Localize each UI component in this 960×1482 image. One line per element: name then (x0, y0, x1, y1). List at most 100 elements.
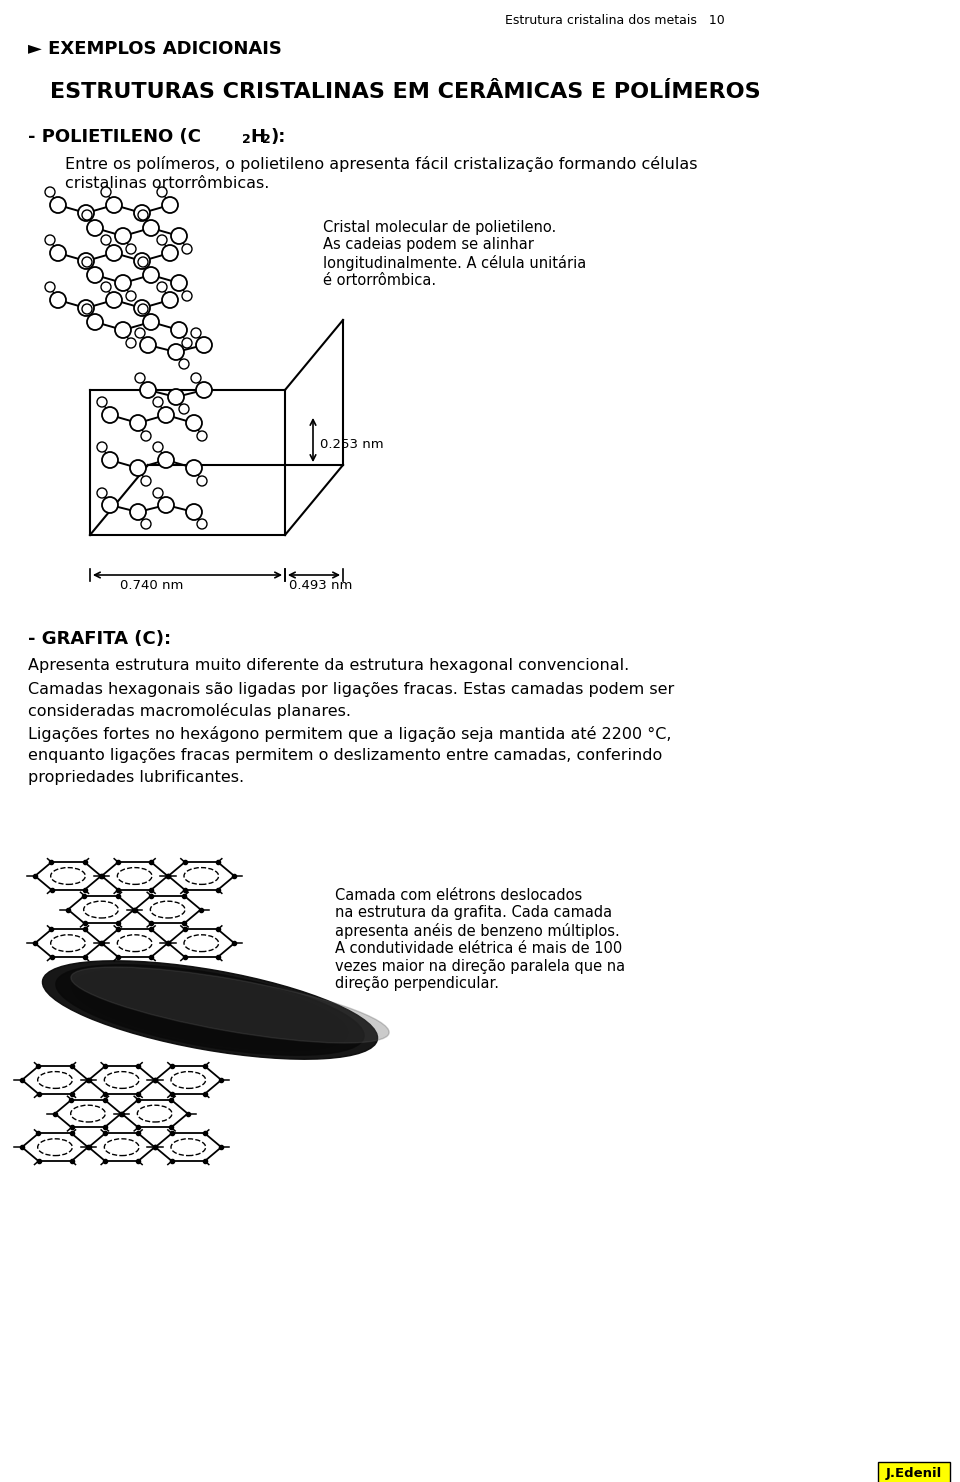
Circle shape (82, 256, 92, 267)
Circle shape (102, 408, 118, 422)
Circle shape (134, 253, 150, 270)
Circle shape (162, 292, 178, 308)
Circle shape (97, 397, 107, 408)
Circle shape (78, 299, 94, 316)
Circle shape (97, 488, 107, 498)
Circle shape (102, 496, 118, 513)
Circle shape (106, 245, 122, 261)
Circle shape (82, 304, 92, 314)
Circle shape (138, 304, 148, 314)
Circle shape (135, 328, 145, 338)
Text: Entre os polímeros, o polietileno apresenta fácil cristalização formando células: Entre os polímeros, o polietileno aprese… (65, 156, 698, 172)
Circle shape (45, 187, 55, 197)
Circle shape (168, 344, 184, 360)
Circle shape (143, 219, 159, 236)
Circle shape (171, 276, 187, 290)
Text: Estrutura cristalina dos metais   10: Estrutura cristalina dos metais 10 (505, 13, 725, 27)
Circle shape (182, 245, 192, 253)
Circle shape (87, 219, 103, 236)
Circle shape (138, 210, 148, 219)
Circle shape (126, 338, 136, 348)
Text: - POLIETILENO (C: - POLIETILENO (C (28, 127, 201, 147)
Text: J.Edenil: J.Edenil (886, 1467, 942, 1479)
Text: Camadas hexagonais são ligadas por ligações fracas. Estas camadas podem ser: Camadas hexagonais são ligadas por ligaç… (28, 682, 674, 697)
Text: Ligações fortes no hexágono permitem que a ligação seja mantida até 2200 °C,: Ligações fortes no hexágono permitem que… (28, 726, 671, 742)
Circle shape (78, 253, 94, 270)
Circle shape (145, 316, 155, 326)
Circle shape (89, 221, 99, 231)
Circle shape (162, 245, 178, 261)
FancyBboxPatch shape (878, 1463, 950, 1482)
Circle shape (197, 431, 207, 442)
Circle shape (153, 442, 163, 452)
Text: 0.493 nm: 0.493 nm (289, 579, 352, 591)
Ellipse shape (73, 969, 348, 1051)
Circle shape (141, 431, 151, 442)
Text: enquanto ligações fracas permitem o deslizamento entre camadas, conferindo: enquanto ligações fracas permitem o desl… (28, 748, 662, 763)
Circle shape (153, 488, 163, 498)
Circle shape (162, 197, 178, 213)
Circle shape (182, 338, 192, 348)
Text: H: H (250, 127, 265, 147)
Text: ESTRUTURAS CRISTALINAS EM CERÂMICAS E POLÍMEROS: ESTRUTURAS CRISTALINAS EM CERÂMICAS E PO… (50, 82, 760, 102)
Circle shape (171, 322, 187, 338)
Circle shape (186, 459, 202, 476)
Text: 0.253 nm: 0.253 nm (320, 439, 384, 452)
Text: Apresenta estrutura muito diferente da estrutura hexagonal convencional.: Apresenta estrutura muito diferente da e… (28, 658, 629, 673)
Ellipse shape (56, 965, 364, 1055)
Circle shape (141, 476, 151, 486)
Circle shape (101, 236, 111, 245)
Circle shape (158, 452, 174, 468)
Circle shape (130, 459, 146, 476)
Text: ► EXEMPLOS ADICIONAIS: ► EXEMPLOS ADICIONAIS (28, 40, 282, 58)
Text: Cristal molecular de polietileno.
As cadeias podem se alinhar
longitudinalmente.: Cristal molecular de polietileno. As cad… (323, 219, 587, 289)
Circle shape (196, 336, 212, 353)
Circle shape (186, 415, 202, 431)
Circle shape (145, 221, 155, 231)
Circle shape (101, 187, 111, 197)
Circle shape (101, 282, 111, 292)
Circle shape (186, 504, 202, 520)
Circle shape (157, 187, 167, 197)
Circle shape (168, 388, 184, 405)
Circle shape (171, 228, 187, 245)
Circle shape (102, 452, 118, 468)
Circle shape (140, 382, 156, 399)
Circle shape (126, 290, 136, 301)
Text: 2: 2 (242, 133, 251, 147)
Circle shape (45, 236, 55, 245)
Text: propriedades lubrificantes.: propriedades lubrificantes. (28, 771, 244, 785)
Circle shape (196, 382, 212, 399)
Circle shape (191, 373, 201, 382)
Circle shape (179, 405, 189, 413)
Circle shape (115, 276, 131, 290)
Circle shape (191, 328, 201, 338)
Circle shape (50, 292, 66, 308)
Circle shape (179, 359, 189, 369)
Circle shape (197, 476, 207, 486)
Circle shape (115, 322, 131, 338)
Circle shape (143, 267, 159, 283)
Text: consideradas macromoléculas planares.: consideradas macromoléculas planares. (28, 702, 351, 719)
Circle shape (141, 519, 151, 529)
Circle shape (130, 504, 146, 520)
Circle shape (153, 397, 163, 408)
Circle shape (115, 228, 131, 245)
Text: cristalinas ortorrômbicas.: cristalinas ortorrômbicas. (65, 176, 270, 191)
Circle shape (140, 336, 156, 353)
Circle shape (89, 270, 99, 279)
Text: Camada com elétrons deslocados
na estrutura da grafita. Cada camada
apresenta an: Camada com elétrons deslocados na estrut… (335, 888, 625, 991)
Ellipse shape (42, 960, 377, 1060)
Circle shape (158, 496, 174, 513)
Text: - GRAFITA (C):: - GRAFITA (C): (28, 630, 171, 648)
Ellipse shape (118, 983, 302, 1037)
Circle shape (97, 442, 107, 452)
Circle shape (87, 267, 103, 283)
Circle shape (89, 316, 99, 326)
Circle shape (126, 245, 136, 253)
Circle shape (130, 415, 146, 431)
Circle shape (50, 197, 66, 213)
Circle shape (197, 519, 207, 529)
Circle shape (135, 373, 145, 382)
Circle shape (106, 292, 122, 308)
